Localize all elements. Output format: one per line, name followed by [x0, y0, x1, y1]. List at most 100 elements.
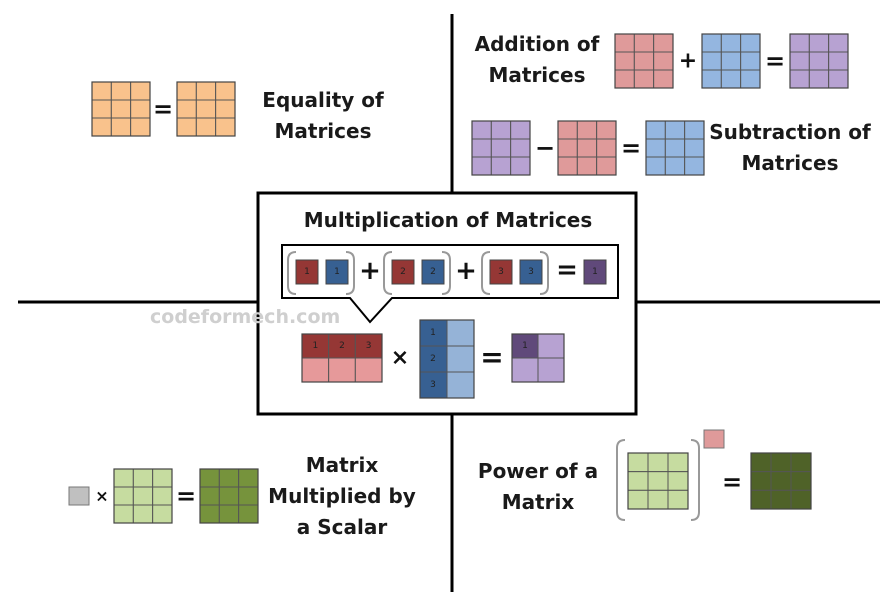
matrix-cell: [446, 345, 475, 373]
matrix-cell: [740, 33, 761, 53]
matrix-cell: [720, 33, 742, 53]
matrix-cell: [446, 371, 475, 399]
matrix-cell: [419, 371, 448, 399]
row-number: 2: [339, 341, 345, 351]
scalar-box: [68, 486, 90, 506]
column-element-label: 3: [528, 267, 534, 277]
matrix-cell: [510, 156, 531, 176]
row-element-box: [489, 259, 513, 285]
matrix-border: [750, 452, 812, 510]
equals-sign: =: [480, 341, 503, 374]
matrix-cell: [614, 33, 635, 53]
matrix-cell: [557, 138, 578, 158]
matrix-border: [91, 81, 151, 137]
matrix-border: [113, 468, 173, 524]
matrix-cell: [664, 138, 686, 158]
right-paren: [539, 251, 549, 295]
matrix-cell: [195, 117, 217, 137]
matrix-cell: [789, 69, 810, 89]
matrix-cell: [647, 452, 669, 473]
matrix-cell: [152, 504, 173, 524]
matrix-cell: [828, 51, 849, 71]
row-element-label: 1: [304, 267, 310, 277]
matrix-cell: [471, 156, 492, 176]
left-paren: [383, 251, 393, 295]
matrix-cell: [328, 357, 356, 383]
matrix-cell: [653, 51, 674, 71]
matrix-cell: [701, 51, 722, 71]
addition-title: Addition of Matrices: [474, 32, 600, 87]
matrix-cell: [750, 471, 772, 491]
column-element-label: 2: [430, 267, 436, 277]
matrix-cell: [215, 117, 236, 137]
matrix-cell: [790, 452, 812, 473]
matrix-cell: [645, 138, 666, 158]
result-element-box: [583, 259, 607, 285]
watermark: codeformech.com: [150, 306, 341, 328]
equals-sign: =: [722, 468, 742, 496]
matrix-cell: [740, 51, 761, 71]
matrix-cell: [750, 452, 772, 473]
times-sign: ×: [95, 487, 108, 506]
matrix-cell: [770, 452, 792, 473]
matrix-cell: [750, 489, 772, 510]
matrix-cell: [576, 138, 598, 158]
row-element-box: [391, 259, 415, 285]
matrix-cell: [633, 33, 655, 53]
matrix-cell: [701, 69, 722, 89]
matrix-cell: [770, 489, 792, 510]
matrix-cell: [130, 117, 151, 137]
matrix-cell: [667, 489, 689, 510]
matrix-cell: [218, 486, 240, 506]
matrix-cell: [215, 81, 236, 101]
matrix-border: [511, 333, 565, 383]
column-number: 2: [430, 354, 436, 364]
matrix-border: [301, 333, 383, 383]
matrix-cell: [132, 504, 154, 524]
matrix-cell: [828, 69, 849, 89]
matrix-cell: [576, 156, 598, 176]
matrix-cell: [808, 69, 830, 89]
matrix-cell: [132, 486, 154, 506]
matrix-cell: [808, 33, 830, 53]
matrix-cell: [218, 468, 240, 488]
multiplication-left-matrix: [301, 333, 383, 383]
matrix-cell: [152, 468, 173, 488]
matrix-cell: [510, 120, 531, 140]
subtraction-matrix-b: [557, 120, 617, 176]
matrix-cell: [471, 138, 492, 158]
matrix-cell: [238, 468, 259, 488]
matrix-cell: [446, 319, 475, 347]
addition-matrix-b: [701, 33, 761, 89]
matrix-cell: [354, 357, 383, 383]
matrix-border: [419, 319, 475, 399]
matrix-cell: [113, 504, 134, 524]
matrix-cell: [199, 468, 220, 488]
matrix-cell: [301, 357, 330, 383]
matrix-cell: [215, 99, 236, 119]
multiplication-result-matrix: [511, 333, 565, 383]
matrix-cell: [790, 471, 812, 491]
result-element-label: 1: [592, 267, 598, 277]
matrix-cell: [537, 333, 565, 359]
exponent-box: [703, 429, 725, 449]
scalar-title: Matrix Multiplied by a Scalar: [268, 453, 416, 539]
matrix-cell: [653, 33, 674, 53]
subtraction-matrix-a: [471, 120, 531, 176]
matrix-cell: [113, 486, 134, 506]
matrix-cell: [537, 357, 565, 383]
matrix-cell: [667, 471, 689, 491]
matrix-border: [199, 468, 259, 524]
matrix-cell: [176, 81, 197, 101]
equality-title: Equality of Matrices: [262, 88, 384, 143]
matrix-cell: [596, 138, 617, 158]
matrix-cell: [130, 81, 151, 101]
equals-sign: =: [556, 255, 578, 285]
product-term-brackets: [383, 251, 451, 295]
matrix-cell: [510, 138, 531, 158]
minus-sign: −: [535, 134, 555, 162]
product-term-brackets: [287, 251, 355, 295]
matrix-cell: [633, 51, 655, 71]
equals-sign: =: [621, 134, 641, 162]
row-number: 3: [366, 341, 372, 351]
